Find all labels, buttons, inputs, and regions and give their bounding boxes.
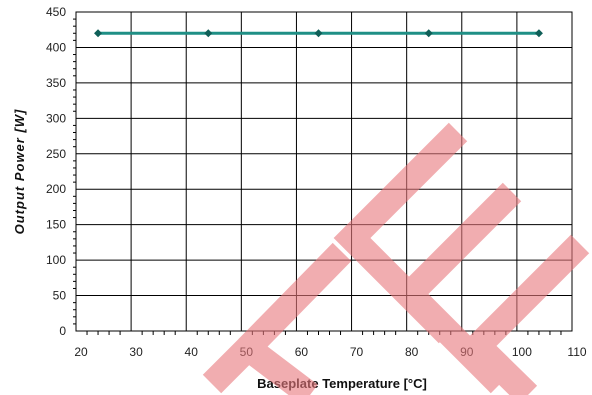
ce-watermark-c-upper (238, 242, 352, 358)
x-axis-tick-labels: 20 30 40 50 60 70 80 90 100 110 (74, 345, 587, 359)
data-point (94, 29, 103, 38)
x-tick-label: 20 (74, 345, 88, 359)
data-point (424, 29, 433, 38)
x-tick-label: 80 (405, 345, 419, 359)
y-tick-label: 200 (46, 182, 66, 196)
y-axis-tick-labels: 0 50 100 150 200 250 300 350 400 450 (46, 5, 66, 338)
y-tick-label: 100 (46, 253, 66, 267)
x-tick-label: 40 (185, 345, 199, 359)
y-tick-label: 350 (46, 76, 66, 90)
y-tick-label: 250 (46, 147, 66, 161)
plot-area-frame (75, 11, 573, 332)
data-point (314, 29, 323, 38)
x-tick-label: 70 (350, 345, 364, 359)
x-tick-label: 100 (512, 345, 532, 359)
y-tick-label: 0 (59, 324, 66, 338)
y-axis-title: Output Power [W] (12, 109, 27, 235)
ce-watermark (202, 122, 590, 395)
x-tick-label: 110 (567, 345, 586, 359)
data-point (204, 29, 213, 38)
y-tick-label: 300 (46, 111, 66, 125)
y-tick-label: 150 (46, 218, 66, 232)
ce-watermark-c-lower (202, 330, 318, 395)
y-tick-label: 400 (46, 40, 66, 54)
data-point (534, 29, 543, 38)
y-tick-label: 450 (46, 5, 66, 19)
ce-watermark-e-last (459, 234, 590, 395)
x-tick-label: 60 (295, 345, 309, 359)
x-tick-label: 30 (129, 345, 143, 359)
series-layer (94, 29, 543, 38)
y-tick-label: 50 (53, 289, 67, 303)
